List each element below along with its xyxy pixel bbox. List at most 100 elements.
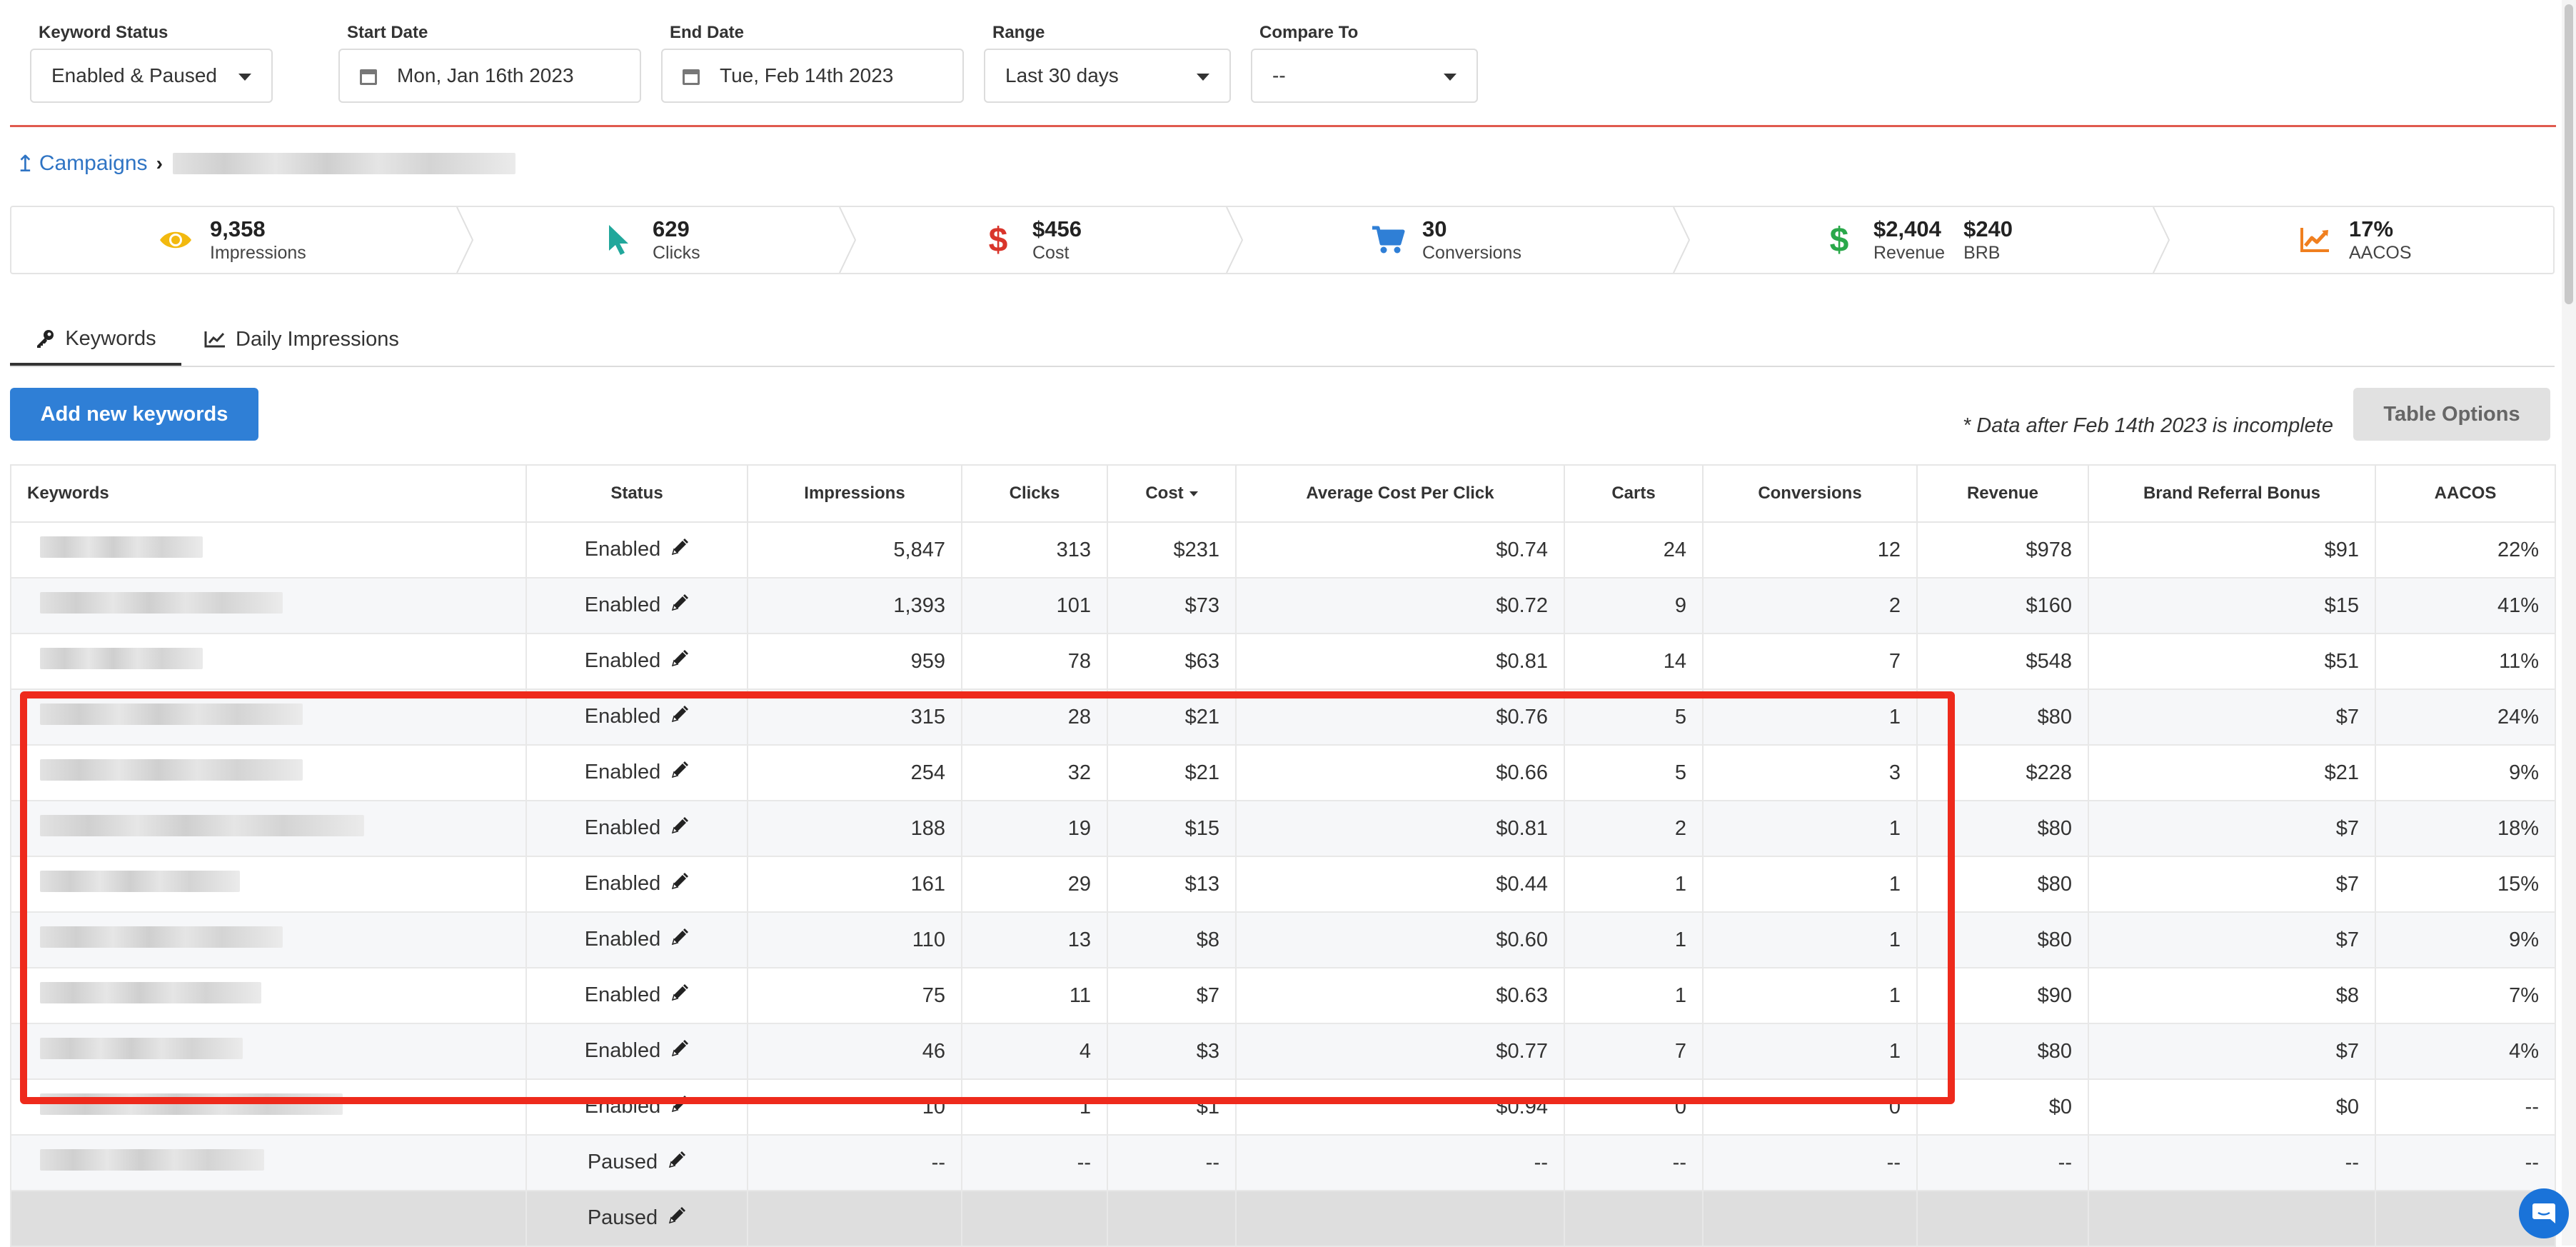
- pencil-icon[interactable]: [670, 983, 689, 1008]
- cell-cost: $63: [1107, 633, 1237, 690]
- pencil-icon[interactable]: [670, 538, 689, 562]
- pencil-icon[interactable]: [668, 1151, 686, 1175]
- table-row[interactable]: Enabled 254 32 $21 $0.66 5 3 $228 $21 9%: [10, 744, 2556, 801]
- pencil-icon[interactable]: [670, 705, 689, 729]
- table-row[interactable]: Paused -- -- -- -- -- -- -- -- --: [10, 1134, 2556, 1191]
- chat-icon: [2532, 1203, 2555, 1223]
- pencil-icon[interactable]: [670, 649, 689, 673]
- level-up-icon[interactable]: ↥: [16, 151, 35, 176]
- cell-status[interactable]: Paused: [525, 1134, 748, 1191]
- tab-keywords[interactable]: Keywords: [10, 314, 181, 366]
- cell-status[interactable]: Enabled: [525, 911, 748, 968]
- cell-conversions: 1: [1702, 856, 1918, 913]
- keyword-status-select[interactable]: Enabled & Paused: [30, 49, 273, 103]
- cell-conversions: 1: [1702, 1023, 1918, 1080]
- col-header-clicks[interactable]: Clicks: [961, 464, 1108, 523]
- pencil-icon[interactable]: [670, 816, 689, 841]
- col-header-avg-cpc[interactable]: Average Cost Per Click: [1235, 464, 1565, 523]
- col-header-cost[interactable]: Cost: [1107, 464, 1237, 523]
- table-row[interactable]: Enabled 75 11 $7 $0.63 1 1 $90 $8 7%: [10, 967, 2556, 1024]
- cell-keyword[interactable]: [10, 1190, 527, 1247]
- table-row[interactable]: Enabled 1,393 101 $73 $0.72 9 2 $160 $15 41%: [10, 577, 2556, 634]
- cell-status[interactable]: Enabled: [525, 1023, 748, 1080]
- pencil-icon[interactable]: [668, 1206, 686, 1231]
- scrollbar-thumb[interactable]: [2565, 4, 2573, 304]
- cell-keyword[interactable]: [10, 967, 527, 1024]
- cell-keyword[interactable]: [10, 1078, 527, 1136]
- stat-value-brb: $240: [1963, 216, 2013, 241]
- table-row[interactable]: Enabled 959 78 $63 $0.81 14 7 $548 $51 11%: [10, 633, 2556, 690]
- status-value: Enabled: [584, 704, 661, 728]
- stat-label-brb: BRB: [1963, 243, 2001, 263]
- keyword-redacted: [40, 648, 203, 669]
- pencil-icon[interactable]: [670, 872, 689, 896]
- cell-brb: $7: [2088, 856, 2376, 913]
- stat-revenue: $ $2,404 Revenue $240 BRB: [1818, 207, 2013, 273]
- tab-daily-impressions[interactable]: Daily Impressions: [204, 314, 399, 364]
- col-header-keywords[interactable]: Keywords: [10, 464, 527, 523]
- stat-label: Cost: [1032, 243, 1070, 263]
- status-value: Enabled: [584, 927, 661, 951]
- cell-keyword[interactable]: [10, 1023, 527, 1080]
- col-header-brb[interactable]: Brand Referral Bonus: [2088, 464, 2376, 523]
- pencil-icon[interactable]: [670, 928, 689, 952]
- cell-cost: $13: [1107, 856, 1237, 913]
- keyword-redacted: [40, 926, 283, 948]
- cell-status[interactable]: Enabled: [525, 856, 748, 913]
- cell-carts: 0: [1564, 1078, 1704, 1136]
- cell-keyword[interactable]: [10, 800, 527, 857]
- col-header-status[interactable]: Status: [525, 464, 748, 523]
- table-row[interactable]: Enabled 188 19 $15 $0.81 2 1 $80 $7 18%: [10, 800, 2556, 857]
- table-row[interactable]: Enabled 110 13 $8 $0.60 1 1 $80 $7 9%: [10, 911, 2556, 968]
- cell-status[interactable]: Paused: [525, 1190, 748, 1247]
- range-label: Range: [992, 23, 1045, 42]
- stat-label: Revenue: [1873, 243, 1946, 263]
- cell-keyword[interactable]: [10, 1134, 527, 1191]
- cell-status[interactable]: Enabled: [525, 744, 748, 801]
- col-header-carts[interactable]: Carts: [1564, 464, 1704, 523]
- add-keywords-button[interactable]: Add new keywords: [10, 388, 258, 441]
- incomplete-data-note: * Data after Feb 14th 2023 is incomplete: [1962, 414, 2333, 437]
- cell-status[interactable]: Enabled: [525, 800, 748, 857]
- table-row[interactable]: Enabled 5,847 313 $231 $0.74 24 12 $978 $91 22%: [10, 521, 2556, 579]
- pencil-icon[interactable]: [670, 594, 689, 618]
- keyword-status-value: Enabled & Paused: [51, 64, 217, 86]
- cell-keyword[interactable]: [10, 911, 527, 968]
- cell-keyword[interactable]: [10, 744, 527, 801]
- pencil-icon[interactable]: [670, 761, 689, 785]
- scrollbar[interactable]: [2562, 0, 2576, 1246]
- col-header-aacos[interactable]: AACOS: [2375, 464, 2556, 523]
- start-date-input[interactable]: Mon, Jan 16th 2023: [338, 49, 641, 103]
- table-row[interactable]: Enabled 10 1 $1 $0.94 0 0 $0 $0 --: [10, 1078, 2556, 1136]
- chat-button[interactable]: [2519, 1188, 2569, 1238]
- table-row[interactable]: Paused: [10, 1190, 2556, 1247]
- cell-keyword[interactable]: [10, 521, 527, 579]
- breadcrumb-campaigns-link[interactable]: Campaigns: [39, 151, 148, 175]
- table-row[interactable]: Enabled 315 28 $21 $0.76 5 1 $80 $7 24%: [10, 688, 2556, 746]
- end-date-input[interactable]: Tue, Feb 14th 2023: [661, 49, 964, 103]
- compare-to-select[interactable]: --: [1251, 49, 1478, 103]
- col-header-revenue[interactable]: Revenue: [1916, 464, 2089, 523]
- pencil-icon[interactable]: [670, 1039, 689, 1063]
- cell-cost: $21: [1107, 744, 1237, 801]
- cell-keyword[interactable]: [10, 633, 527, 690]
- cell-status[interactable]: Enabled: [525, 521, 748, 579]
- table-row[interactable]: Enabled 46 4 $3 $0.77 7 1 $80 $7 4%: [10, 1023, 2556, 1080]
- cell-status[interactable]: Enabled: [525, 577, 748, 634]
- cell-status[interactable]: Enabled: [525, 967, 748, 1024]
- col-header-conversions[interactable]: Conversions: [1702, 464, 1918, 523]
- cell-keyword[interactable]: [10, 856, 527, 913]
- table-options-button[interactable]: Table Options: [2353, 388, 2550, 441]
- col-header-impressions[interactable]: Impressions: [747, 464, 962, 523]
- cell-brb: $51: [2088, 633, 2376, 690]
- table-row[interactable]: Enabled 161 29 $13 $0.44 1 1 $80 $7 15%: [10, 856, 2556, 913]
- cell-status[interactable]: Enabled: [525, 633, 748, 690]
- cell-aacos: 9%: [2375, 744, 2556, 801]
- cell-revenue: $80: [1916, 688, 2089, 746]
- cell-impressions: 254: [747, 744, 962, 801]
- range-select[interactable]: Last 30 days: [984, 49, 1231, 103]
- stat-value: 17%: [2349, 216, 2394, 241]
- start-date-value: Mon, Jan 16th 2023: [397, 64, 574, 86]
- status-value: Enabled: [584, 760, 661, 783]
- cell-keyword[interactable]: [10, 577, 527, 634]
